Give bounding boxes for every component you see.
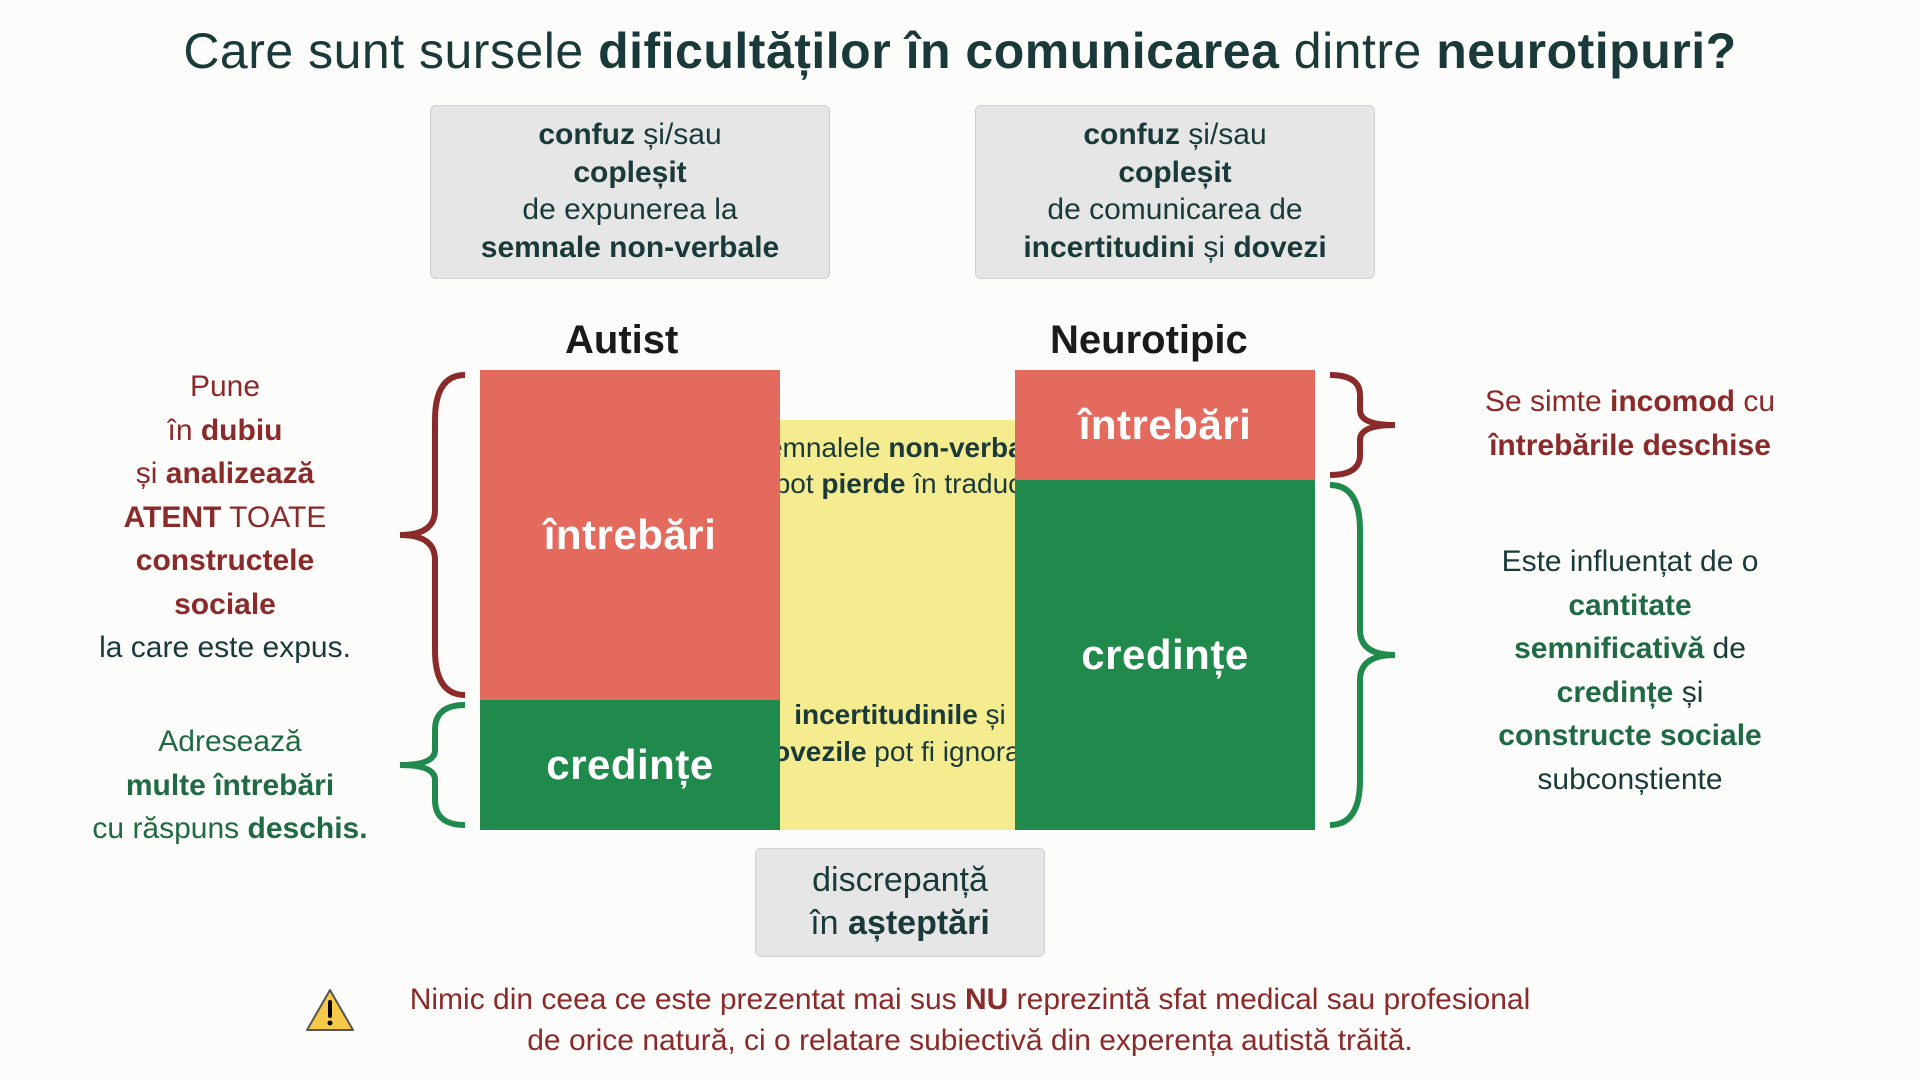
rbt-3a: semnificativă bbox=[1514, 632, 1704, 665]
lbt-3a: cu răspuns bbox=[92, 812, 247, 845]
lbt-3b: deschis. bbox=[248, 812, 368, 845]
bar-left-beliefs: credințe bbox=[480, 700, 780, 830]
bar-left-q-label: întrebări bbox=[544, 511, 717, 559]
rbt-6: subconștiente bbox=[1430, 758, 1830, 802]
speech-bottom-l2b: așteptări bbox=[848, 904, 990, 942]
bar-right-q-label: întrebări bbox=[1079, 401, 1252, 449]
speech-right-l4a: incertitudini bbox=[1023, 231, 1195, 264]
disc-1b: NU bbox=[965, 983, 1008, 1016]
c-bb: și bbox=[978, 699, 1006, 730]
brace-right-top-icon bbox=[1320, 370, 1410, 480]
speech-left-l2: copleșit bbox=[573, 156, 686, 189]
title-bold1: dificultăților în comunicarea bbox=[598, 23, 1279, 79]
speech-right-l3: de comunicarea de bbox=[994, 191, 1356, 229]
brace-left-top-icon bbox=[385, 370, 475, 700]
rbt-3b: de bbox=[1704, 632, 1746, 665]
rbt-4b: și bbox=[1673, 676, 1703, 709]
disc-2: de orice natură, ci o relatare subiectiv… bbox=[370, 1021, 1570, 1062]
left-bottom-annotation: Adresează multe întrebări cu răspuns des… bbox=[80, 720, 380, 851]
speech-bottom-l2a: în bbox=[810, 904, 848, 942]
speech-left-l1a: confuz bbox=[538, 118, 635, 151]
disclaimer-text: Nimic din ceea ce este prezentat mai sus… bbox=[370, 980, 1570, 1061]
rtt-1b: incomod bbox=[1610, 385, 1735, 418]
speech-right-l4c: dovezi bbox=[1233, 231, 1326, 264]
speech-left-l4: semnale non-verbale bbox=[481, 231, 779, 264]
ltt-1: Pune bbox=[70, 365, 380, 409]
speech-left: confuz și/sau copleșit de expunerea la s… bbox=[430, 105, 830, 279]
speech-right: confuz și/sau copleșit de comunicarea de… bbox=[975, 105, 1375, 279]
lbt-2a: multe întrebări bbox=[126, 769, 334, 802]
column-label-left: Autist bbox=[565, 318, 678, 363]
disc-1a: Nimic din ceea ce este prezentat mai sus bbox=[410, 983, 965, 1016]
rbt-1: Este influențat de o bbox=[1430, 540, 1830, 584]
ltt-7: la care este expus. bbox=[70, 626, 380, 670]
ltt-6: sociale bbox=[174, 588, 276, 621]
ltt-4b: TOATE bbox=[221, 501, 326, 534]
speech-left-l1b: și/sau bbox=[635, 118, 722, 151]
speech-right-l1a: confuz bbox=[1083, 118, 1180, 151]
rbt-4a: credințe bbox=[1557, 676, 1674, 709]
rtt-1c: cu bbox=[1735, 385, 1775, 418]
rtt-1a: Se simte bbox=[1485, 385, 1610, 418]
title-bold2: neurotipuri? bbox=[1436, 23, 1736, 79]
speech-left-l3: de expunerea la bbox=[449, 191, 811, 229]
ltt-2a: în bbox=[168, 414, 201, 447]
right-top-annotation: Se simte incomod cu întrebările deschise bbox=[1430, 380, 1830, 467]
rbt-2: cantitate bbox=[1568, 589, 1691, 622]
bar-right-beliefs: credințe bbox=[1015, 480, 1315, 830]
speech-bottom: discrepanță în așteptări bbox=[755, 848, 1045, 957]
ltt-3b: analizează bbox=[166, 457, 314, 490]
page-title: Care sunt sursele dificultăților în comu… bbox=[0, 22, 1920, 80]
right-bottom-annotation: Este influențat de o cantitate semnifica… bbox=[1430, 540, 1830, 801]
lbt-1: Adresează bbox=[80, 720, 380, 764]
column-label-right: Neurotipic bbox=[1050, 318, 1248, 363]
title-pre: Care sunt sursele bbox=[183, 23, 598, 79]
disc-1c: reprezintă sfat medical sau profesional bbox=[1008, 983, 1530, 1016]
ltt-5: constructele bbox=[136, 544, 314, 577]
brace-right-bottom-icon bbox=[1320, 480, 1410, 830]
bar-left-questions: întrebări bbox=[480, 370, 780, 700]
warning-icon bbox=[305, 988, 355, 1033]
rtt-2: întrebările deschise bbox=[1489, 429, 1771, 462]
c-ba: incertitudinile bbox=[794, 699, 978, 730]
title-mid: dintre bbox=[1279, 23, 1436, 79]
ltt-2b: dubiu bbox=[201, 414, 283, 447]
left-top-annotation: Pune în dubiu și analizează ATENT TOATE … bbox=[70, 365, 380, 670]
ltt-3a: și bbox=[136, 457, 166, 490]
speech-right-l4b: și bbox=[1195, 231, 1233, 264]
bar-right-questions: întrebări bbox=[1015, 370, 1315, 480]
brace-left-bottom-icon bbox=[385, 700, 475, 830]
ltt-4a: ATENT bbox=[124, 501, 222, 534]
speech-right-l2: copleșit bbox=[1118, 156, 1231, 189]
bar-left-c-label: credințe bbox=[546, 741, 713, 789]
speech-right-l1b: și/sau bbox=[1180, 118, 1267, 151]
rbt-5: constructe sociale bbox=[1498, 719, 1761, 752]
bar-right-c-label: credințe bbox=[1081, 631, 1248, 679]
speech-bottom-l1: discrepanță bbox=[774, 859, 1026, 902]
c-td: pierde bbox=[821, 468, 905, 499]
